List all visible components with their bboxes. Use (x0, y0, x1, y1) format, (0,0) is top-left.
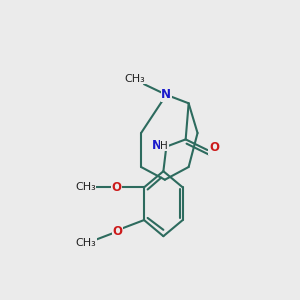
Text: O: O (112, 181, 122, 194)
Text: N: N (152, 139, 161, 152)
Text: O: O (209, 141, 219, 154)
Text: N: N (161, 88, 171, 101)
Text: CH₃: CH₃ (125, 74, 146, 84)
Text: O: O (112, 225, 122, 238)
Text: CH₃: CH₃ (75, 182, 96, 192)
Text: CH₃: CH₃ (76, 238, 97, 248)
Text: H: H (160, 141, 168, 151)
